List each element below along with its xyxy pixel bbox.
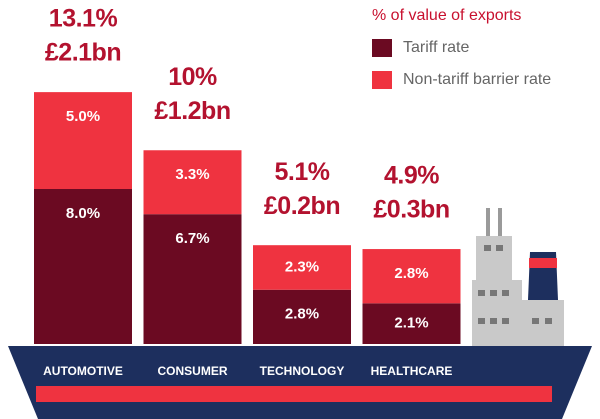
value-label: 6.7% <box>175 230 209 247</box>
category-label: TECHNOLOGY <box>260 364 345 378</box>
value-label: 2.8% <box>394 265 428 282</box>
category-label: CONSUMER <box>157 364 227 378</box>
bar-segment <box>34 189 132 344</box>
total-label: 5.1% <box>275 158 330 186</box>
value-label: 3.3% <box>175 166 209 183</box>
value-label: 2.8% <box>285 306 319 323</box>
bar-segment <box>143 214 242 344</box>
value-label: 5.0% <box>66 108 100 125</box>
bar-segment <box>34 92 132 189</box>
bar-segment <box>253 245 351 290</box>
export-value: £2.1bn <box>45 39 121 67</box>
legend-title: % of value of exports <box>372 7 521 24</box>
category-label: HEALTHCARE <box>371 364 453 378</box>
bars: 8.0% 5.0% 13.1% £2.1bn AUTOMOTIVE 6.7% 3.3% 10%… <box>34 5 461 378</box>
legend-label: Tariff rate <box>403 39 470 56</box>
total-label: 4.9% <box>384 162 439 190</box>
value-label: 8.0% <box>66 205 100 222</box>
value-label: 2.1% <box>394 315 428 332</box>
bar-segment <box>253 289 351 344</box>
value-label: 2.3% <box>285 258 319 275</box>
bar-segment <box>362 249 461 304</box>
export-value: £1.2bn <box>154 97 230 125</box>
bar-segment <box>362 303 461 344</box>
category-label: AUTOMOTIVE <box>43 364 123 378</box>
legend-swatch <box>372 39 392 57</box>
legend-swatch <box>372 71 392 89</box>
export-value: £0.2bn <box>264 192 340 220</box>
export-value: £0.3bn <box>373 196 449 224</box>
legend-label: Non-tariff barrier rate <box>403 71 551 88</box>
ship-superstructure <box>472 208 564 346</box>
total-label: 10% <box>168 63 217 91</box>
ship-hull <box>8 346 592 419</box>
total-label: 13.1% <box>49 5 118 33</box>
bar-segment <box>143 150 242 215</box>
